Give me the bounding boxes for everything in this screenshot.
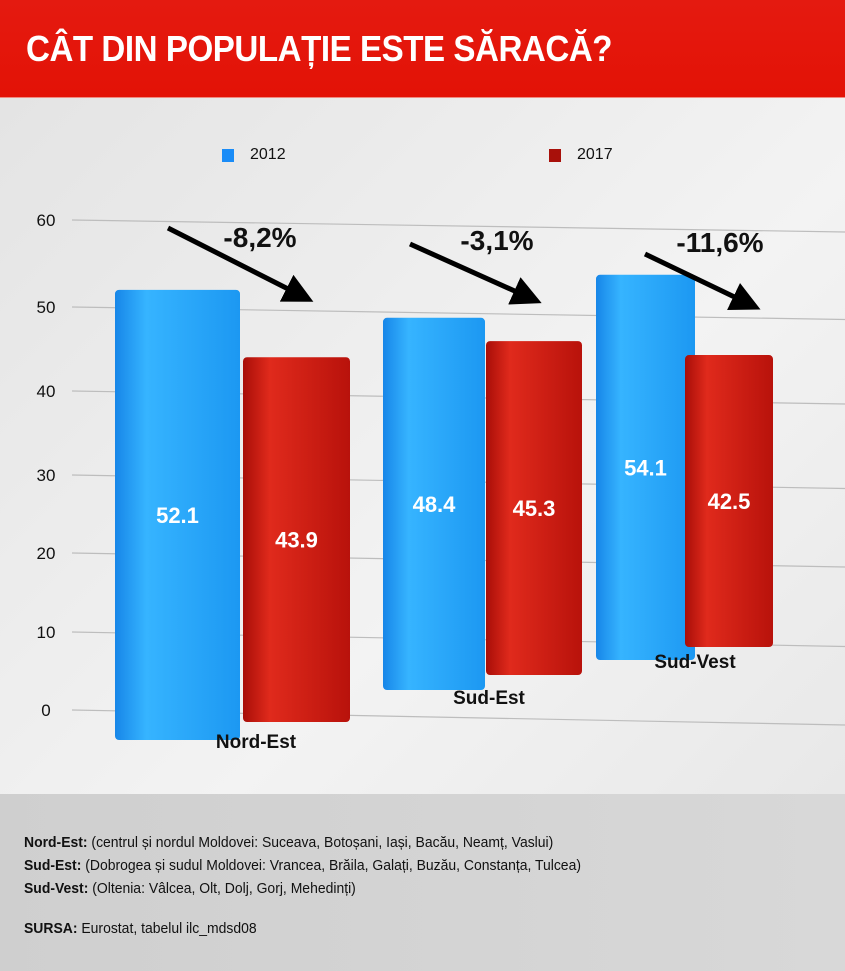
bar-2017-sud-est	[486, 341, 582, 675]
note-nord-est: Nord-Est: (centrul și nordul Moldovei: S…	[24, 834, 554, 851]
legend-label: 2012	[250, 146, 286, 163]
arrow-icon	[408, 241, 542, 305]
change-annotation: -8,2%	[223, 222, 296, 253]
data-label: 45.3	[513, 496, 556, 521]
header-banner: CÂT DIN POPULAȚIE ESTE SĂRACĂ?	[0, 0, 845, 98]
y-tick-label: 20	[37, 544, 56, 563]
y-tick-label: 60	[37, 211, 56, 230]
legend-item-2012: 2012	[222, 146, 286, 164]
footer-notes: Nord-Est: (centrul și nordul Moldovei: S…	[0, 794, 845, 971]
bar-2017-sud-vest	[685, 355, 773, 647]
data-label: 43.9	[275, 528, 318, 553]
note-sud-est: Sud-Est: (Dobrogea și sudul Moldovei: Vr…	[24, 857, 581, 874]
y-tick-label: 10	[37, 623, 56, 642]
bar-2012-sud-est	[383, 317, 485, 690]
legend-label: 2017	[577, 146, 613, 163]
arrow-icon	[643, 251, 761, 311]
bar-2012-nord-est	[115, 289, 240, 740]
bar-2017-nord-est	[243, 357, 350, 722]
data-label: 52.1	[156, 503, 199, 528]
arrow-icon	[166, 225, 314, 302]
y-tick-label: 30	[37, 466, 56, 485]
change-annotation: -11,6%	[676, 227, 763, 258]
data-label: 48.4	[413, 492, 457, 517]
bar-2012-sud-vest	[596, 274, 695, 660]
note-sud-vest: Sud-Vest: (Oltenia: Vâlcea, Olt, Dolj, G…	[24, 880, 356, 897]
y-tick-label: 40	[37, 382, 56, 401]
x-category-label: Nord-Est	[216, 732, 297, 753]
source-note: SURSA: Eurostat, tabelul ilc_mdsd08	[24, 920, 257, 937]
x-category-label: Sud-Vest	[654, 652, 736, 673]
data-label: 42.5	[708, 489, 751, 514]
change-annotation: -3,1%	[460, 225, 533, 256]
y-tick-label: 0	[41, 701, 50, 720]
gridline	[71, 219, 845, 233]
data-label: 54.1	[624, 455, 667, 480]
y-tick-label: 50	[37, 298, 56, 317]
legend-swatch-2017	[549, 148, 561, 162]
bar-chart: 0 10 20 30 40 50 60 52.1 43.9 48.4 45.3 54.1 42.5 Nor…	[37, 211, 845, 753]
legend-swatch-2012	[222, 148, 234, 162]
x-category-label: Sud-Est	[453, 688, 525, 709]
page-title: CÂT DIN POPULAȚIE ESTE SĂRACĂ?	[26, 28, 613, 69]
legend-item-2017: 2017	[549, 146, 613, 164]
